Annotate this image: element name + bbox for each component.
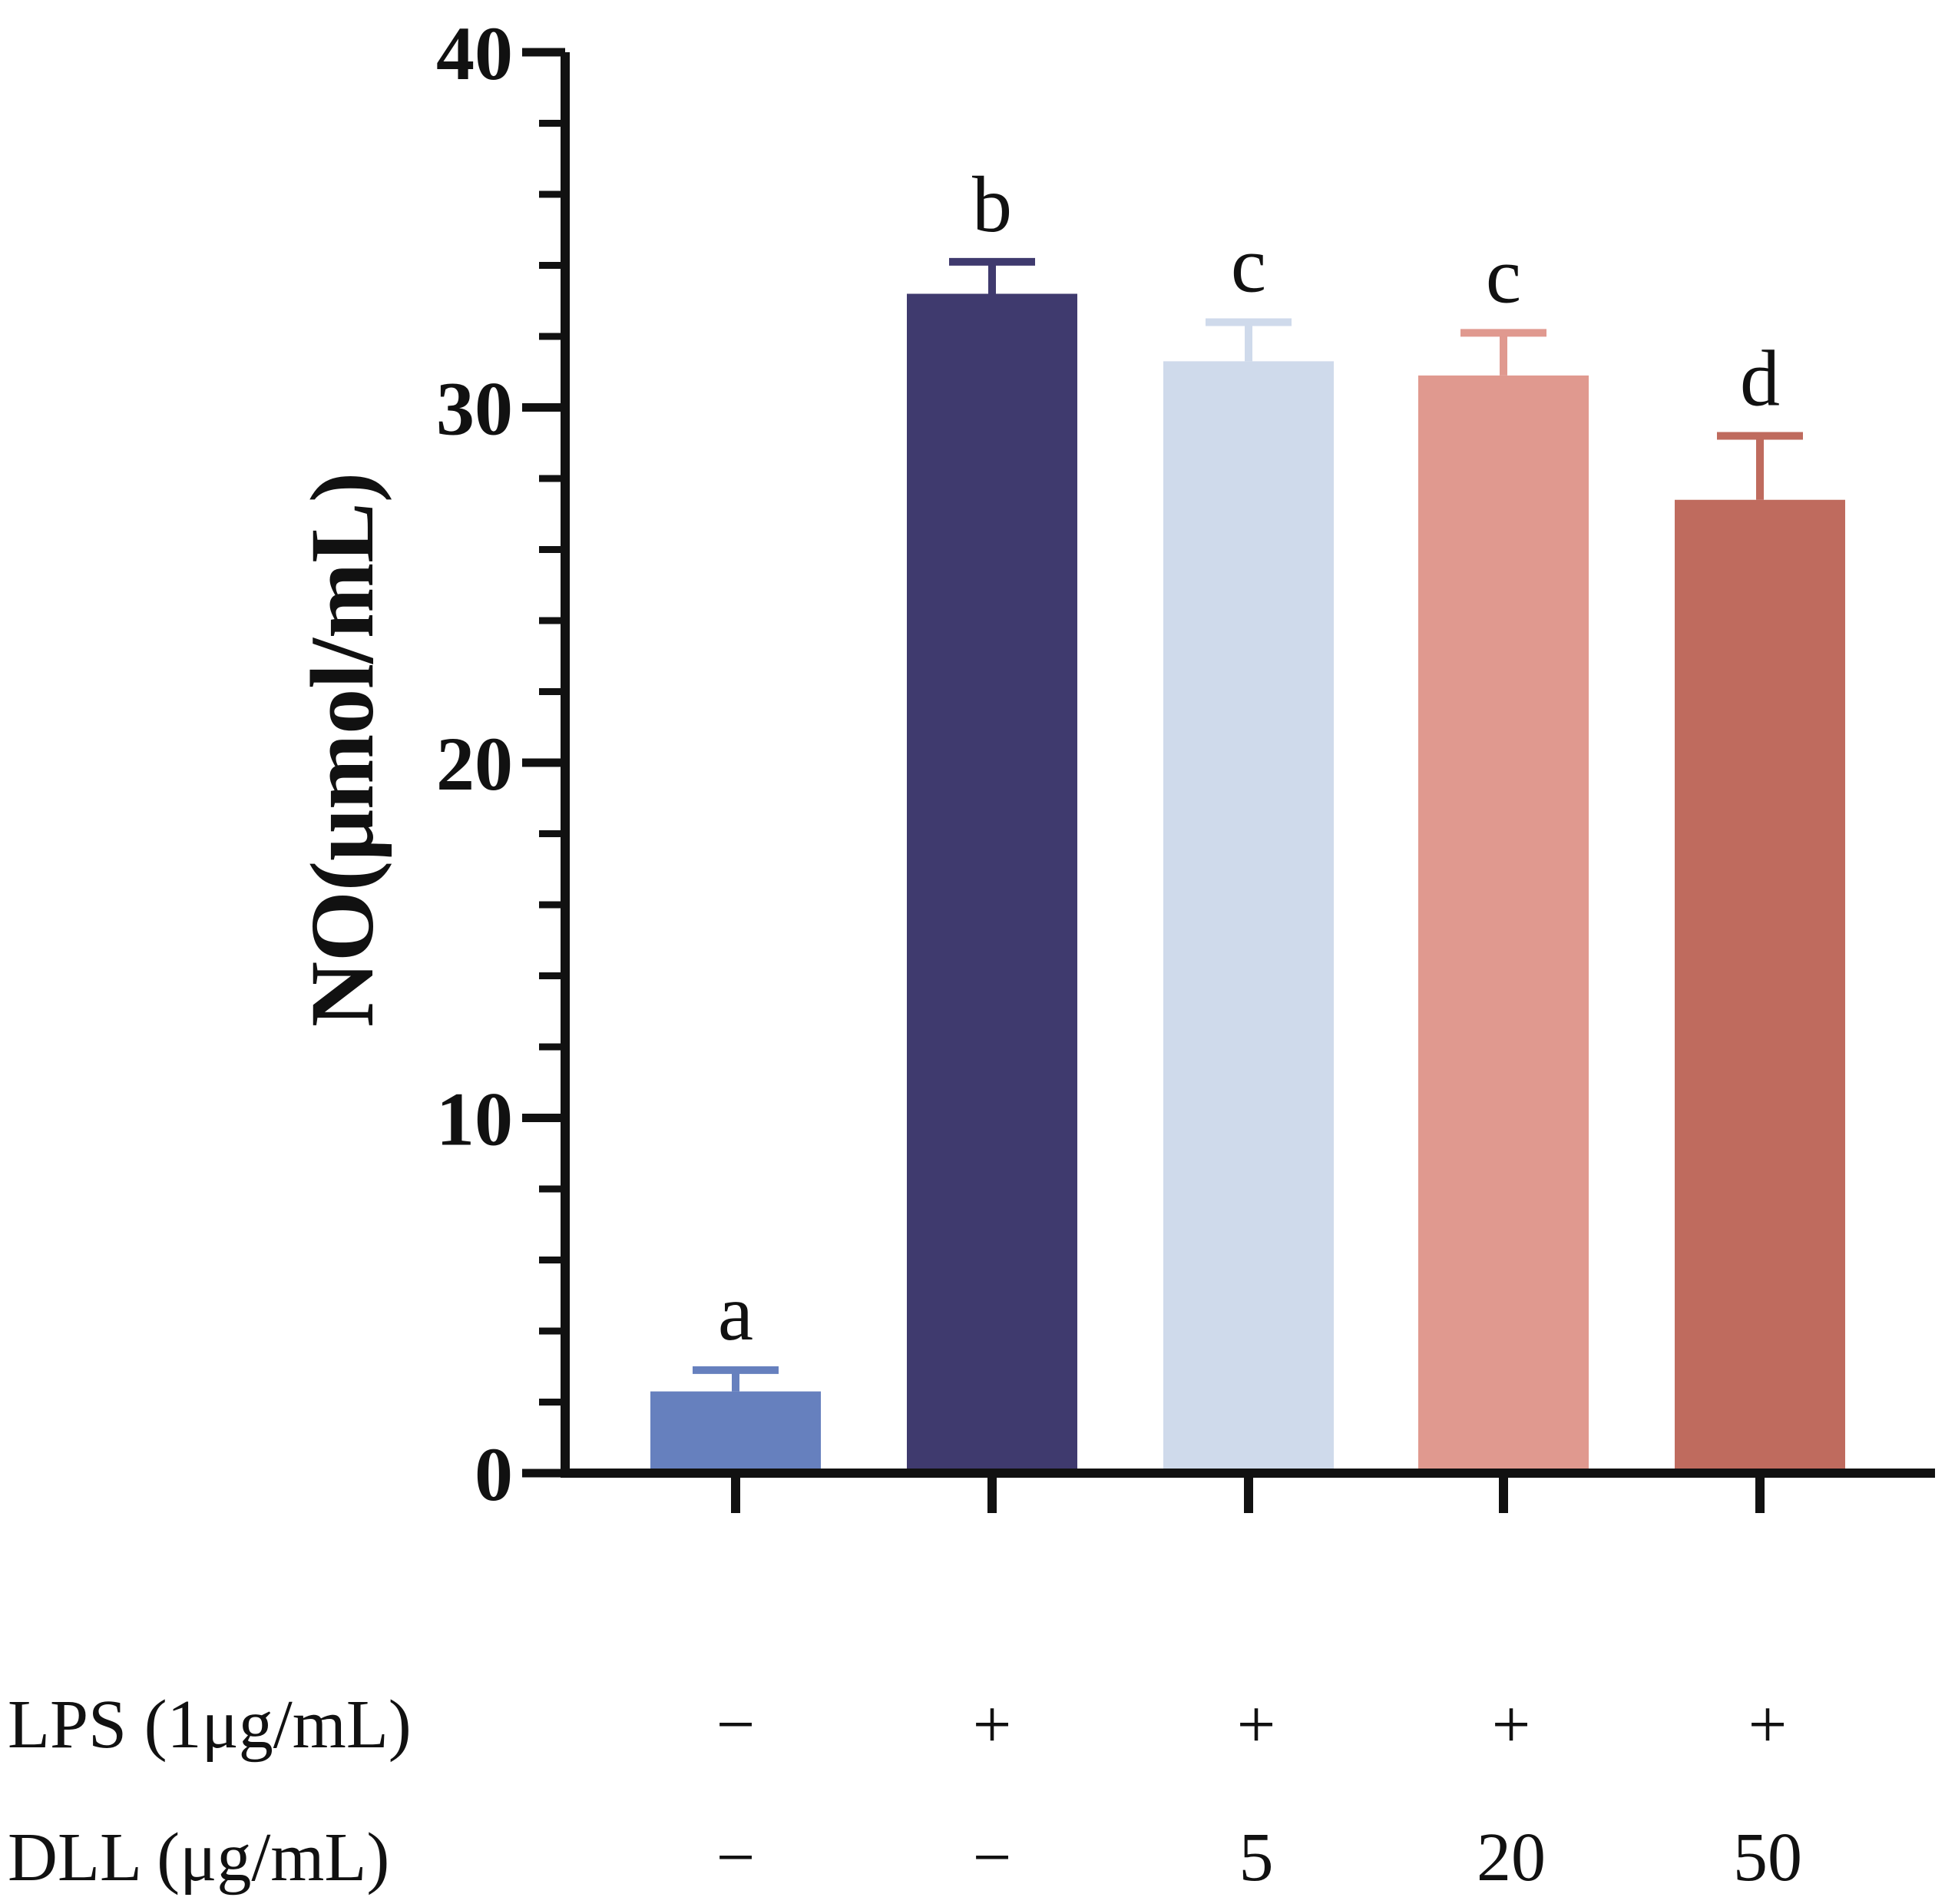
y-tick-label: 10 [436, 1077, 513, 1162]
bar-2 [907, 293, 1077, 1473]
condition-value: − [716, 1820, 756, 1896]
y-tick-label: 40 [436, 11, 513, 96]
bar-1 [650, 1391, 821, 1473]
bar-3 [1163, 361, 1334, 1473]
condition-value: + [973, 1687, 1012, 1763]
y-axis-title: NO(μmol/mL) [292, 472, 392, 1027]
bar-5 [1675, 499, 1845, 1473]
condition-value: + [1492, 1687, 1531, 1763]
y-tick-label: 0 [475, 1432, 513, 1517]
condition-value: − [716, 1687, 756, 1763]
significance-letter-3: c [1231, 221, 1266, 310]
y-tick-label: 20 [436, 721, 513, 806]
condition-value: + [1237, 1687, 1276, 1763]
condition-row-label-1: LPS (1μg/mL) [8, 1687, 412, 1763]
condition-value: 50 [1733, 1820, 1802, 1896]
bar-4 [1418, 375, 1589, 1473]
significance-letter-4: c [1486, 231, 1521, 320]
y-tick-label: 30 [436, 366, 513, 452]
condition-value: 20 [1477, 1820, 1546, 1896]
condition-row-label-2: DLL (μg/mL) [8, 1820, 389, 1896]
condition-value: − [973, 1820, 1012, 1896]
significance-letter-1: a [718, 1269, 753, 1357]
significance-letter-5: d [1740, 335, 1780, 423]
condition-value: + [1748, 1687, 1788, 1763]
significance-letter-2: b [972, 161, 1012, 249]
condition-value: 5 [1239, 1820, 1274, 1896]
